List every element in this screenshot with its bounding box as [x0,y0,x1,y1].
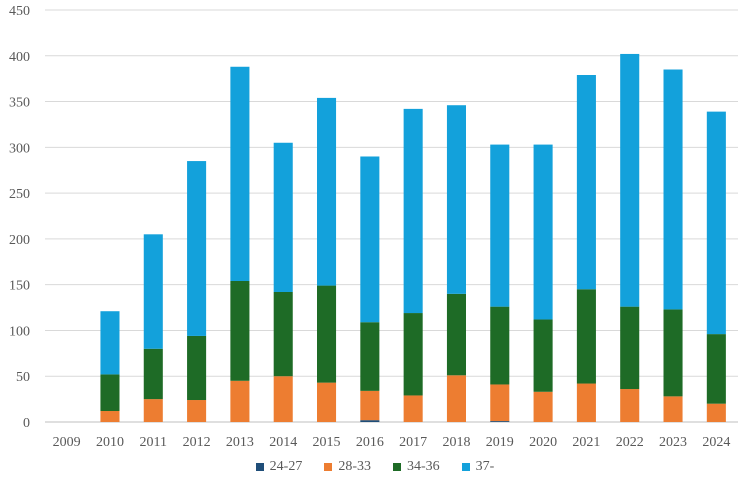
legend-item-24-27: 24-27 [255,459,303,475]
bar-segment [143,234,163,349]
legend-label: 37- [475,459,495,474]
bar-segment [403,313,423,396]
bar-segment [446,293,466,376]
bar-segment [533,391,553,422]
y-tick-label: 100 [9,324,30,339]
bar-segment [663,69,683,310]
x-tick-label: 2019 [486,435,514,450]
x-tick-label: 2021 [572,435,600,450]
x-tick-label: 2024 [702,435,730,450]
bar-segment [490,144,510,307]
y-tick-label: 50 [16,370,30,385]
bar-segment [273,291,293,377]
bar-segment [576,383,596,422]
y-tick-label: 300 [9,141,30,156]
legend-swatch [324,463,333,471]
legend-label: 34-36 [407,459,440,474]
bar-segment [143,399,163,422]
bar-segment [490,384,510,422]
bar-segment [187,335,207,401]
bar-segment [360,390,380,421]
bar-segment [446,105,466,294]
legend-swatch [393,463,401,471]
legend-label: 24-27 [269,459,303,474]
bar-segment [273,142,293,292]
bar-segment [143,348,163,400]
bar-segment [446,375,466,422]
legend: 24-27 28-33 34-36 37- [0,459,750,475]
bar-segment [576,75,596,290]
bar-segment [706,403,726,422]
bar-segment [230,66,250,282]
bar-segment [100,411,120,422]
bar-segment [360,322,380,391]
y-tick-label: 450 [9,4,30,19]
x-tick-label: 2018 [442,435,470,450]
bars [100,53,726,422]
bar-segment [230,281,250,381]
x-tick-label: 2012 [183,435,211,450]
bar-segment [620,53,640,307]
legend-swatch [461,463,470,471]
legend-item-34-36: 34-36 [393,459,440,475]
bar-segment [620,306,640,390]
y-tick-label: 400 [9,50,30,65]
y-tick-label: 250 [9,187,30,202]
bar-segment [490,421,510,422]
bar-segment [663,396,683,422]
bar-segment [533,319,553,392]
bar-segment [187,400,207,422]
bar-segment [317,382,337,422]
bar-segment [533,144,553,320]
x-tick-label: 2020 [529,435,557,450]
bar-segment [663,309,683,397]
y-tick-label: 350 [9,96,30,111]
x-axis-ticks: 2009 2010 2011 2012 2013 2014 2015 2016 2017 2018… [53,435,731,450]
x-tick-label: 2016 [356,435,384,450]
legend-item-28-33: 28-33 [324,459,371,475]
bar-segment [403,108,423,314]
bar-segment [490,306,510,385]
bar-segment [187,161,207,336]
x-tick-label: 2013 [226,435,254,450]
bar-segment [360,156,380,323]
y-tick-label: 0 [23,416,30,431]
y-tick-label: 200 [9,233,30,248]
bar-segment [620,389,640,422]
x-tick-label: 2011 [140,435,167,450]
x-tick-label: 2017 [399,435,427,450]
bar-segment [706,111,726,335]
bar-segment [100,374,120,412]
bar-segment [100,311,120,375]
x-tick-label: 2023 [659,435,687,450]
bar-segment [230,380,250,422]
x-tick-label: 2015 [313,435,341,450]
y-axis-ticks: 0 50 100 150 200 250 300 350 400 450 [9,4,30,431]
bar-segment [403,395,423,422]
bar-segment [360,420,380,422]
legend-item-37: 37- [461,459,495,475]
bar-segment [317,97,337,286]
legend-swatch [255,463,264,471]
x-tick-label: 2022 [616,435,644,450]
bar-segment [317,285,337,383]
x-tick-label: 2010 [96,435,124,450]
bar-segment [706,334,726,404]
x-tick-label: 2009 [53,435,81,450]
legend-label: 28-33 [338,459,371,474]
bar-segment [576,289,596,384]
x-tick-label: 2014 [269,435,297,450]
bar-segment [273,376,293,422]
y-tick-label: 150 [9,279,30,294]
